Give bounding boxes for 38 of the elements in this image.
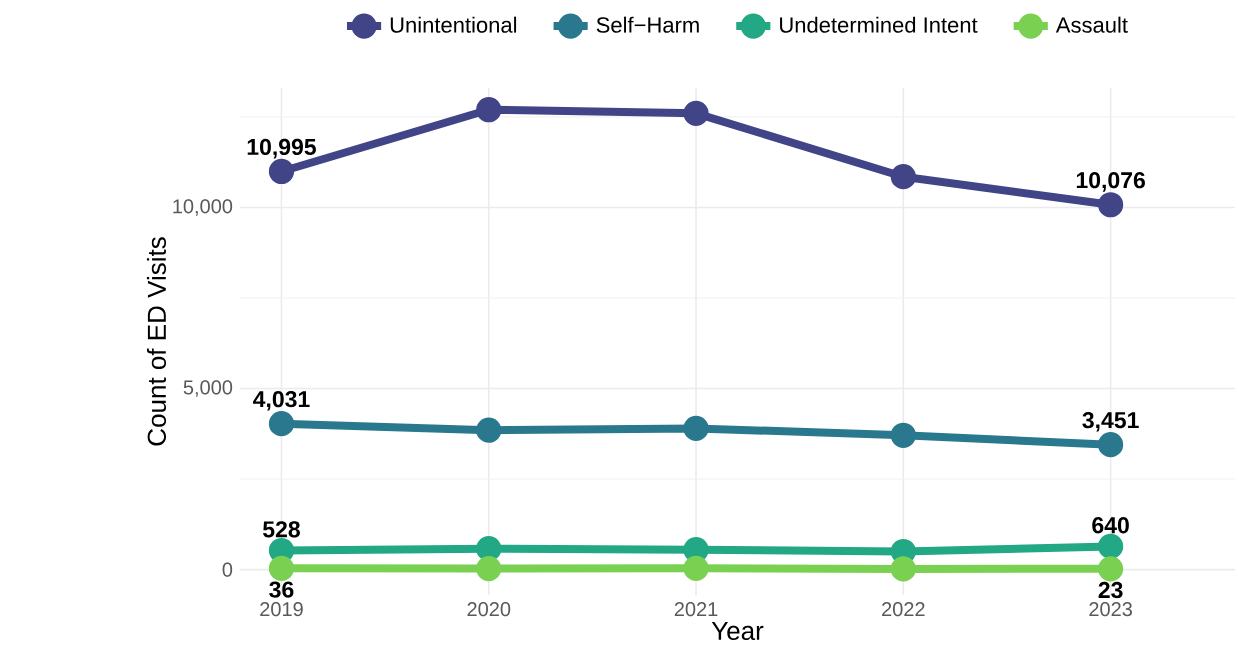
legend-label: Unintentional [390, 16, 517, 33]
point [890, 164, 916, 190]
x-axis-title: Year [711, 621, 764, 641]
y-tick-label: 5,000 [183, 380, 233, 397]
data-label: 10,076 [1076, 172, 1145, 192]
point [1098, 556, 1124, 582]
data-label: 3,451 [1082, 411, 1139, 432]
legend-label: Assault [1055, 16, 1128, 33]
point [683, 415, 709, 441]
x-tick-label: 2021 [674, 602, 718, 617]
data-label: 528 [263, 521, 300, 538]
data-label: 4,031 [253, 390, 310, 411]
x-tick-label: 2022 [882, 602, 925, 617]
point [1098, 432, 1124, 458]
point [683, 100, 709, 126]
x-tick-label: 2019 [260, 602, 303, 617]
point [476, 417, 502, 443]
point [476, 555, 502, 582]
point [476, 97, 502, 123]
data-label: 10,995 [247, 138, 316, 159]
point [268, 411, 295, 437]
x-tick-label: 2020 [467, 602, 511, 617]
y-axis-title: Count of ED Visits [146, 237, 167, 446]
point [1098, 192, 1124, 218]
y-tick-label: 10,000 [173, 199, 233, 216]
legend-label: Undetermined Intent [780, 16, 978, 33]
point [683, 555, 709, 581]
point [1098, 533, 1124, 560]
y-tick-label: 0 [222, 562, 233, 577]
point [890, 556, 916, 582]
point [890, 422, 916, 448]
data-label: 640 [1092, 517, 1129, 534]
point [268, 555, 295, 581]
legend-label: Self−Harm [596, 16, 699, 33]
data-label: 36 [269, 581, 294, 598]
data-label: 23 [1098, 581, 1123, 599]
x-tick-label: 2023 [1089, 602, 1132, 617]
point [268, 158, 295, 185]
